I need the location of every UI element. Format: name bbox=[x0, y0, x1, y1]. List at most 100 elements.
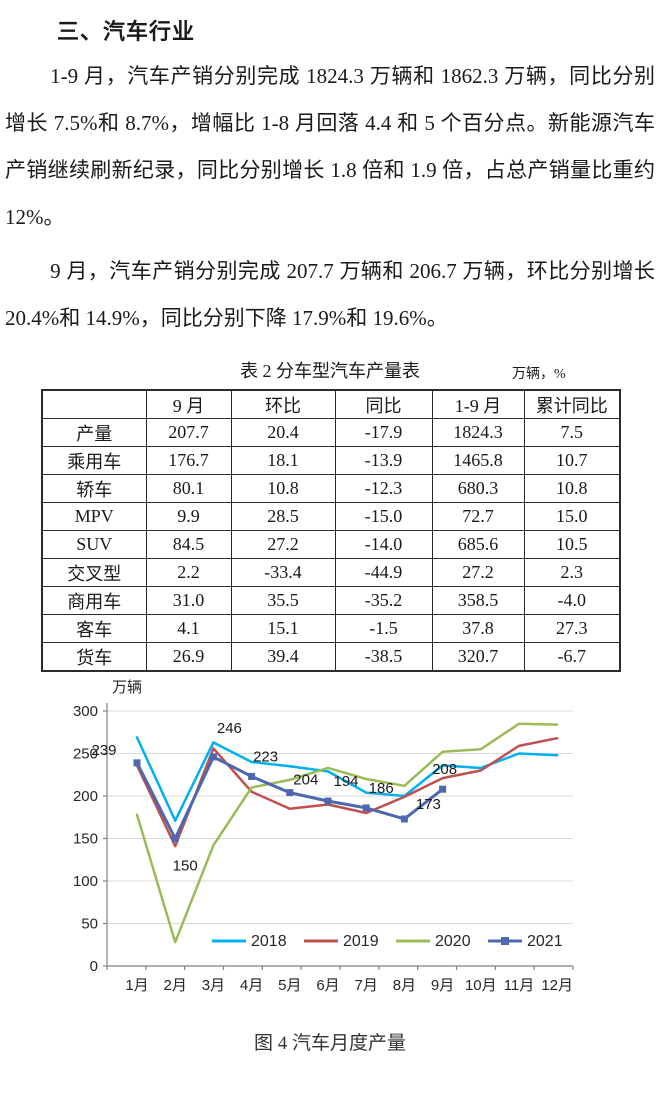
cell-value: 7.5 bbox=[523, 418, 621, 447]
svg-text:246: 246 bbox=[217, 720, 242, 737]
data-point-marker bbox=[171, 835, 179, 842]
cell-value: 20.4 bbox=[230, 418, 336, 447]
row-label: 产量 bbox=[41, 418, 147, 447]
cell-value: 685.6 bbox=[431, 530, 525, 559]
svg-text:5月: 5月 bbox=[278, 977, 301, 994]
table-row: 货车 26.9 39.4 -38.5 320.7 -6.7 bbox=[41, 642, 621, 672]
svg-text:2月: 2月 bbox=[164, 977, 187, 994]
series-2021 bbox=[133, 753, 447, 842]
vehicle-production-table: 9 月环比 同比 1-9 月累计同比 产量 207.7 20.4 -17.9 1824.3 7.… bbox=[41, 389, 621, 672]
svg-text:6月: 6月 bbox=[316, 977, 339, 994]
svg-text:150: 150 bbox=[173, 858, 198, 875]
cell-value: 35.5 bbox=[230, 586, 336, 615]
row-label: 交叉型 bbox=[41, 558, 147, 587]
cell-value: 207.7 bbox=[145, 418, 232, 447]
section-heading: 三、汽车行业 bbox=[57, 19, 196, 44]
cell-value: 358.5 bbox=[431, 586, 525, 615]
data-point-marker bbox=[248, 772, 256, 780]
row-label: 轿车 bbox=[41, 474, 147, 503]
cell-value: 84.5 bbox=[145, 530, 232, 559]
col-header-0 bbox=[41, 389, 147, 419]
svg-text:223: 223 bbox=[253, 748, 278, 765]
svg-text:10月: 10月 bbox=[465, 977, 497, 994]
svg-text:204: 204 bbox=[293, 772, 318, 789]
svg-text:4月: 4月 bbox=[240, 977, 263, 994]
row-label: SUV bbox=[41, 530, 147, 559]
y-axis-unit-label: 万辆 bbox=[112, 679, 142, 696]
data-point-marker bbox=[324, 797, 332, 805]
cell-value: 2.2 bbox=[145, 558, 232, 587]
cell-value: -15.0 bbox=[334, 502, 433, 531]
cell-value: 4.1 bbox=[145, 614, 232, 643]
svg-text:9月: 9月 bbox=[431, 977, 454, 994]
legend-label-2020: 2020 bbox=[435, 933, 471, 950]
row-label: MPV bbox=[41, 502, 147, 531]
cell-value: 10.5 bbox=[523, 530, 621, 559]
cell-value: 1465.8 bbox=[431, 446, 525, 475]
svg-text:173: 173 bbox=[416, 796, 441, 813]
legend-label-2019: 2019 bbox=[343, 933, 379, 950]
cell-value: -12.3 bbox=[334, 474, 433, 503]
row-label: 乘用车 bbox=[41, 446, 147, 475]
table-row: 乘用车 176.7 18.1 -13.9 1465.8 10.7 bbox=[41, 446, 621, 475]
svg-text:250: 250 bbox=[73, 746, 98, 763]
data-point-marker bbox=[362, 804, 370, 812]
data-point-marker bbox=[286, 789, 294, 797]
cell-value: 1824.3 bbox=[431, 418, 525, 447]
table-title: 表 2 分车型汽车产量表 bbox=[240, 361, 420, 381]
document: 三、汽车行业 1-9 月，汽车产销分别完成 1824.3 万辆和 1862.3 … bbox=[0, 14, 660, 1055]
table-row: 交叉型 2.2 -33.4 -44.9 27.2 2.3 bbox=[41, 558, 621, 587]
cell-value: 28.5 bbox=[230, 502, 336, 531]
paragraph-jan-sep: 1-9 月，汽车产销分别完成 1824.3 万辆和 1862.3 万辆，同比分别… bbox=[5, 64, 655, 229]
cell-value: 39.4 bbox=[230, 642, 336, 672]
table-row: 产量 207.7 20.4 -17.9 1824.3 7.5 bbox=[41, 418, 621, 447]
cell-value: 10.7 bbox=[523, 446, 621, 475]
cell-value: 18.1 bbox=[230, 446, 336, 475]
row-label: 货车 bbox=[41, 642, 147, 672]
cell-value: -6.7 bbox=[523, 642, 621, 672]
y-tick-labels: 0 50 100 150 200 250 300 bbox=[73, 703, 98, 975]
cell-value: 27.2 bbox=[431, 558, 525, 587]
series-2020 bbox=[135, 722, 559, 944]
cell-value: -4.0 bbox=[523, 586, 621, 615]
cell-value: -44.9 bbox=[334, 558, 433, 587]
table-unit-label: 万辆，% bbox=[512, 367, 566, 382]
col-header-4: 1-9 月 bbox=[431, 389, 525, 419]
svg-text:239: 239 bbox=[91, 742, 116, 759]
svg-text:186: 186 bbox=[369, 780, 394, 797]
svg-text:12月: 12月 bbox=[541, 977, 573, 994]
cell-value: -33.4 bbox=[230, 558, 336, 587]
table-title-row: 表 2 分车型汽车产量表 万辆，% bbox=[0, 357, 660, 383]
data-point-marker bbox=[209, 753, 217, 761]
cell-value: -38.5 bbox=[334, 642, 433, 672]
svg-text:3月: 3月 bbox=[202, 977, 225, 994]
svg-text:50: 50 bbox=[81, 916, 98, 933]
cell-value: -1.5 bbox=[334, 614, 433, 643]
cell-value: 26.9 bbox=[145, 642, 232, 672]
x-tick-labels: 1月 2月 3月 4月 5月 6月 7月 8月 9月 10月 11月 12月 bbox=[125, 977, 573, 994]
data-point-marker bbox=[400, 815, 408, 823]
cell-value: 176.7 bbox=[145, 446, 232, 475]
table-row: 客车 4.1 15.1 -1.5 37.8 27.3 bbox=[41, 614, 621, 643]
figure-caption: 图 4 汽车月度产量 bbox=[253, 1033, 406, 1054]
cell-value: 27.2 bbox=[230, 530, 336, 559]
table-row: 商用车 31.0 35.5 -35.2 358.5 -4.0 bbox=[41, 586, 621, 615]
table-header-row: 9 月环比 同比 1-9 月累计同比 bbox=[41, 389, 621, 419]
legend-label-2021: 2021 bbox=[527, 933, 563, 950]
axes bbox=[103, 703, 574, 970]
svg-text:200: 200 bbox=[73, 788, 98, 805]
col-header-5: 累计同比 bbox=[523, 389, 621, 419]
chart-canvas: 0 50 100 150 200 250 300 万辆 1月 2月 3月 4月 5月 6月 7月 8月 9月 10… bbox=[73, 679, 574, 994]
table-row: SUV 84.5 27.2 -14.0 685.6 10.5 bbox=[41, 530, 621, 559]
svg-text:1月: 1月 bbox=[125, 977, 148, 994]
cell-value: 27.3 bbox=[523, 614, 621, 643]
cell-value: -17.9 bbox=[334, 418, 433, 447]
cell-value: -35.2 bbox=[334, 586, 433, 615]
page: { "heading": { "text": "三、汽车行业" }, "para… bbox=[0, 14, 660, 1101]
cell-value: 15.1 bbox=[230, 614, 336, 643]
cell-value: 72.7 bbox=[431, 502, 525, 531]
series-2019 bbox=[135, 736, 559, 848]
svg-text:0: 0 bbox=[90, 958, 98, 975]
cell-value: 31.0 bbox=[145, 586, 232, 615]
legend-label-2018: 2018 bbox=[251, 933, 287, 950]
